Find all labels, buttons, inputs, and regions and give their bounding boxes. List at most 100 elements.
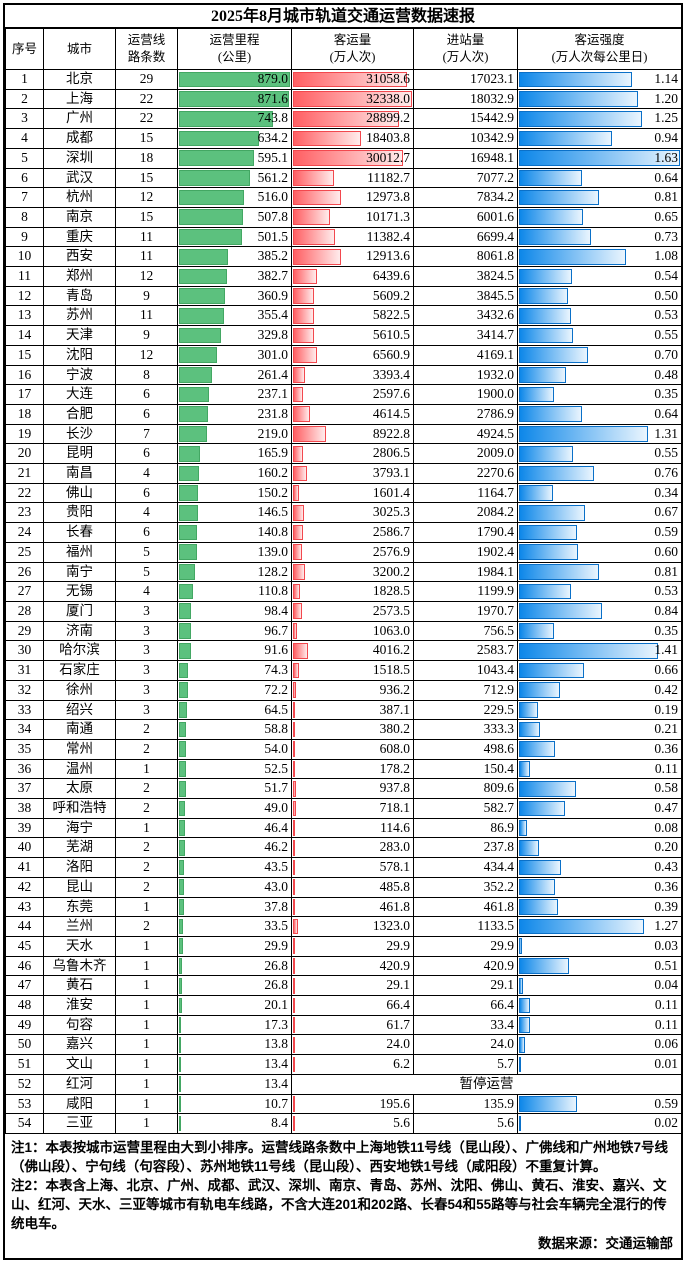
cell-lines: 3 — [115, 699, 178, 721]
cell-intensity: 1.25 — [517, 108, 682, 130]
cell-value: 485.8 — [379, 878, 410, 894]
cell-city: 文山 — [43, 1054, 116, 1075]
volume-bar — [293, 71, 408, 88]
volume-bar — [293, 938, 295, 955]
cell-intensity: 0.55 — [517, 325, 682, 346]
volume-bar — [293, 564, 305, 580]
cell-intensity: 0.03 — [517, 935, 682, 957]
intensity-bar — [519, 1115, 521, 1132]
cell-volume: 5609.2 — [291, 285, 414, 307]
intensity-bar — [519, 248, 626, 265]
cell-mileage: 20.1 — [177, 995, 292, 1016]
cell-rank: 26 — [5, 561, 44, 583]
cell-value: 2576.9 — [372, 543, 410, 559]
table-row: 12 青岛 9 360.9 5609.2 3845.5 0.50 — [5, 285, 682, 307]
intensity-bar — [519, 386, 554, 403]
cell-rank: 2 — [5, 88, 44, 110]
cell-value: 11182.7 — [367, 169, 410, 185]
cell-city: 昆山 — [43, 876, 116, 898]
cell-lines: 1 — [115, 1054, 178, 1075]
volume-bar — [293, 1056, 295, 1073]
cell-mileage: 561.2 — [177, 167, 292, 189]
cell-intensity: 0.50 — [517, 285, 682, 307]
cell-city: 宁波 — [43, 364, 116, 386]
cell-rank: 3 — [5, 108, 44, 130]
cell-value: 20.1 — [264, 997, 288, 1013]
cell-lines: 15 — [115, 206, 178, 228]
cell-intensity: 0.53 — [517, 581, 682, 602]
mileage-bar — [179, 603, 192, 620]
cell-intensity: 0.36 — [517, 876, 682, 898]
table-row: 51 文山 1 13.4 6.2 5.7 0.01 — [5, 1054, 682, 1075]
cell-value: 0.11 — [654, 997, 678, 1013]
header-label: 序号 — [11, 41, 37, 56]
table-row: 44 兰州 2 33.5 1323.0 1133.5 1.27 — [5, 916, 682, 937]
cell-value: 0.06 — [654, 1036, 678, 1052]
cell-value: 937.8 — [379, 780, 410, 796]
volume-bar — [293, 367, 306, 383]
cell-mileage: 237.1 — [177, 384, 292, 405]
cell-value: 0.73 — [654, 228, 678, 244]
cell-mileage: 64.5 — [177, 699, 292, 721]
table-row: 16 宁波 8 261.4 3393.4 1932.0 0.48 — [5, 364, 682, 386]
cell-entries: 582.7 — [413, 798, 518, 819]
intensity-bar — [519, 307, 572, 324]
cell-value: 6560.9 — [372, 346, 410, 362]
cell-value: 0.70 — [654, 346, 678, 362]
cell-lines: 1 — [115, 1073, 178, 1095]
table-row: 49 句容 1 17.3 61.7 33.4 0.11 — [5, 1014, 682, 1036]
cell-lines: 6 — [115, 403, 178, 425]
cell-rank: 13 — [5, 305, 44, 327]
cell-entries: 86.9 — [413, 817, 518, 839]
cell-value: 178.2 — [379, 760, 410, 776]
volume-bar — [293, 110, 400, 127]
volume-bar — [293, 820, 295, 836]
intensity-bar — [519, 977, 523, 994]
table-row: 27 无锡 4 110.8 1828.5 1199.9 0.53 — [5, 581, 682, 602]
cell-rank: 9 — [5, 226, 44, 248]
cell-value: 2573.5 — [372, 602, 410, 618]
data-source: 数据来源：交通运输部 — [538, 1235, 673, 1251]
cell-entries: 66.4 — [413, 995, 518, 1016]
cell-value: 0.02 — [654, 1115, 678, 1131]
cell-rank: 24 — [5, 522, 44, 543]
cell-mileage: 110.8 — [177, 581, 292, 602]
mileage-bar — [179, 859, 185, 876]
cell-value: 936.2 — [379, 681, 410, 697]
cell-volume: 1518.5 — [291, 660, 414, 681]
cell-city: 常州 — [43, 738, 116, 760]
cell-mileage: 72.2 — [177, 679, 292, 701]
mileage-bar — [179, 583, 193, 600]
cell-rank: 35 — [5, 738, 44, 760]
cell-value: 382.7 — [257, 268, 288, 284]
cell-intensity: 0.64 — [517, 167, 682, 189]
intensity-bar — [519, 603, 602, 620]
cell-value: 360.9 — [257, 287, 288, 303]
mileage-bar — [179, 623, 192, 639]
cell-mileage: 33.5 — [177, 916, 292, 937]
cell-value: 0.66 — [654, 662, 678, 678]
cell-value: 146.5 — [257, 504, 288, 520]
cell-intensity: 0.59 — [517, 1093, 682, 1115]
cell-value: 1518.5 — [372, 662, 410, 678]
cell-city: 哈尔滨 — [43, 640, 116, 662]
cell-mileage: 51.7 — [177, 778, 292, 800]
cell-city: 贵阳 — [43, 502, 116, 524]
cell-city: 昆明 — [43, 443, 116, 465]
mileage-bar — [179, 918, 184, 935]
cell-rank: 41 — [5, 857, 44, 878]
intensity-bar — [519, 426, 649, 442]
cell-value: 0.21 — [654, 721, 678, 737]
cell-value: 0.47 — [654, 800, 678, 816]
cell-intensity: 0.73 — [517, 226, 682, 248]
table-row: 24 长春 6 140.8 2586.7 1790.4 0.59 — [5, 522, 682, 543]
cell-mileage: 96.7 — [177, 620, 292, 642]
intensity-bar — [519, 642, 659, 659]
cell-volume: 178.2 — [291, 758, 414, 780]
cell-rank: 23 — [5, 502, 44, 524]
cell-value: 61.7 — [386, 1016, 410, 1032]
cell-entries: 29.1 — [413, 975, 518, 997]
cell-mileage: 128.2 — [177, 561, 292, 583]
volume-bar — [293, 899, 295, 915]
cell-intensity: 0.39 — [517, 896, 682, 918]
